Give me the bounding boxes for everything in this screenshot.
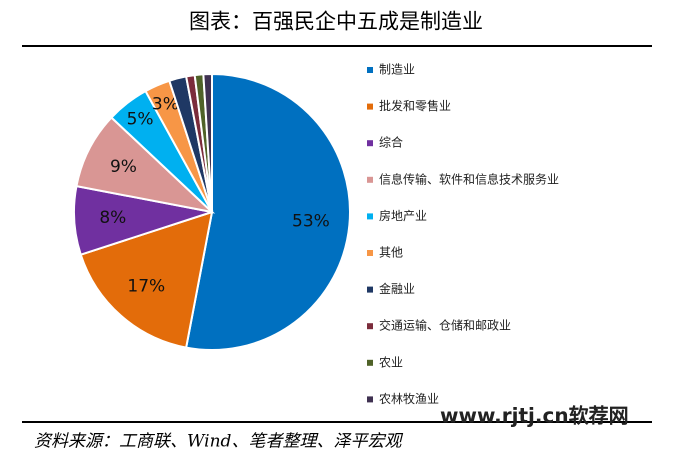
legend-marker (367, 213, 373, 220)
legend-marker (367, 323, 373, 330)
pie-slice (202, 72, 213, 213)
watermark: www.rjtj.cn软荐网 (440, 404, 629, 428)
value-label: 3% (152, 94, 179, 114)
legend-marker (367, 396, 373, 403)
source: 资料来源：工商联、Wind、笔者整理、泽平宏观 (34, 432, 403, 452)
legend-label: 交通运输、仓储和邮政业 (379, 318, 511, 333)
chart-title: 图表：百强民企中五成是制造业 (189, 10, 483, 34)
legend-marker (367, 176, 373, 183)
legend-marker (367, 250, 373, 256)
legend-marker (367, 286, 373, 293)
legend-label: 农业 (379, 355, 403, 369)
legend-label: 房地产业 (379, 208, 427, 223)
legend-label: 批发和零售业 (379, 98, 451, 113)
legend-label: 综合 (379, 135, 403, 150)
value-label: 8% (99, 208, 126, 228)
legend-label: 信息传输、软件和信息技术服务业 (379, 171, 559, 186)
legend-label: 制造业 (379, 63, 415, 77)
pie-slice (184, 72, 351, 351)
legend-marker (367, 67, 373, 73)
value-label: 17% (127, 277, 165, 297)
legend-marker (367, 103, 373, 110)
value-label: 9% (110, 157, 137, 177)
legend-marker (367, 140, 373, 147)
legend-label: 农林牧渔业 (379, 392, 439, 406)
value-label: 5% (127, 109, 154, 129)
legend-marker (367, 359, 373, 366)
value-label: 53% (292, 211, 330, 231)
legend-label: 其他 (379, 246, 403, 260)
pie-slice (79, 210, 214, 349)
legend-label: 金融业 (379, 281, 415, 296)
